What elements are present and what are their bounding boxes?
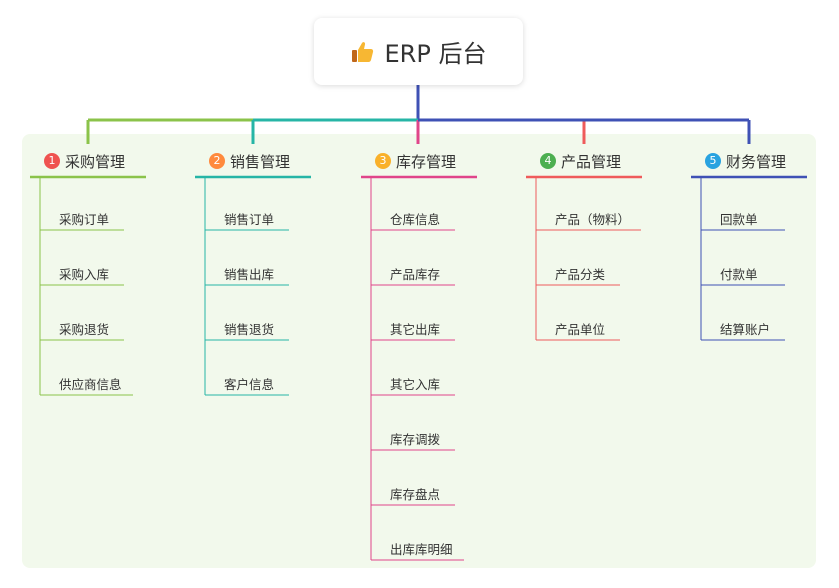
branch-label: 产品管理 bbox=[561, 152, 622, 171]
leaf-item[interactable]: 回款单 bbox=[720, 212, 758, 227]
leaf-item[interactable]: 其它出库 bbox=[390, 322, 441, 337]
leaf-item[interactable]: 销售退货 bbox=[224, 322, 275, 337]
leaf-item[interactable]: 库存调拨 bbox=[390, 432, 441, 447]
branch-number-badge: 1 bbox=[44, 153, 60, 169]
leaf-item[interactable]: 仓库信息 bbox=[390, 212, 441, 227]
root-title: ERP 后台 bbox=[384, 40, 487, 68]
thumbs-up-icon bbox=[351, 41, 373, 62]
root-node[interactable]: ERP 后台 bbox=[314, 18, 523, 85]
branch-panel bbox=[22, 134, 816, 568]
leaf-item[interactable]: 客户信息 bbox=[224, 377, 275, 392]
leaf-item[interactable]: 销售出库 bbox=[224, 267, 275, 282]
branch-label: 库存管理 bbox=[396, 152, 457, 171]
branch-number-badge: 3 bbox=[375, 153, 391, 169]
branch-label: 财务管理 bbox=[726, 152, 787, 171]
leaf-item[interactable]: 产品分类 bbox=[555, 267, 606, 282]
leaf-item[interactable]: 销售订单 bbox=[224, 212, 275, 227]
branch-5[interactable]: 5 财务管理 bbox=[705, 150, 786, 172]
branch-2[interactable]: 2 销售管理 bbox=[209, 150, 290, 172]
leaf-item[interactable]: 采购订单 bbox=[59, 212, 110, 227]
branch-3[interactable]: 3 库存管理 bbox=[375, 150, 456, 172]
branch-number-badge: 5 bbox=[705, 153, 721, 169]
branch-label: 采购管理 bbox=[65, 152, 126, 171]
branch-4[interactable]: 4 产品管理 bbox=[540, 150, 621, 172]
leaf-item[interactable]: 产品库存 bbox=[390, 267, 441, 282]
branch-number-badge: 2 bbox=[209, 153, 225, 169]
leaf-item[interactable]: 供应商信息 bbox=[59, 377, 122, 392]
leaf-item[interactable]: 采购退货 bbox=[59, 322, 110, 337]
leaf-item[interactable]: 产品单位 bbox=[555, 322, 606, 337]
leaf-item[interactable]: 库存盘点 bbox=[390, 487, 441, 502]
leaf-item[interactable]: 产品（物料） bbox=[555, 212, 631, 227]
leaf-item[interactable]: 付款单 bbox=[720, 267, 758, 282]
branch-number-badge: 4 bbox=[540, 153, 556, 169]
leaf-item[interactable]: 结算账户 bbox=[720, 322, 771, 337]
leaf-item[interactable]: 采购入库 bbox=[59, 267, 110, 282]
leaf-item[interactable]: 其它入库 bbox=[390, 377, 441, 392]
leaf-item[interactable]: 出库库明细 bbox=[390, 542, 453, 557]
branch-1[interactable]: 1 采购管理 bbox=[44, 150, 125, 172]
branch-label: 销售管理 bbox=[230, 152, 291, 171]
